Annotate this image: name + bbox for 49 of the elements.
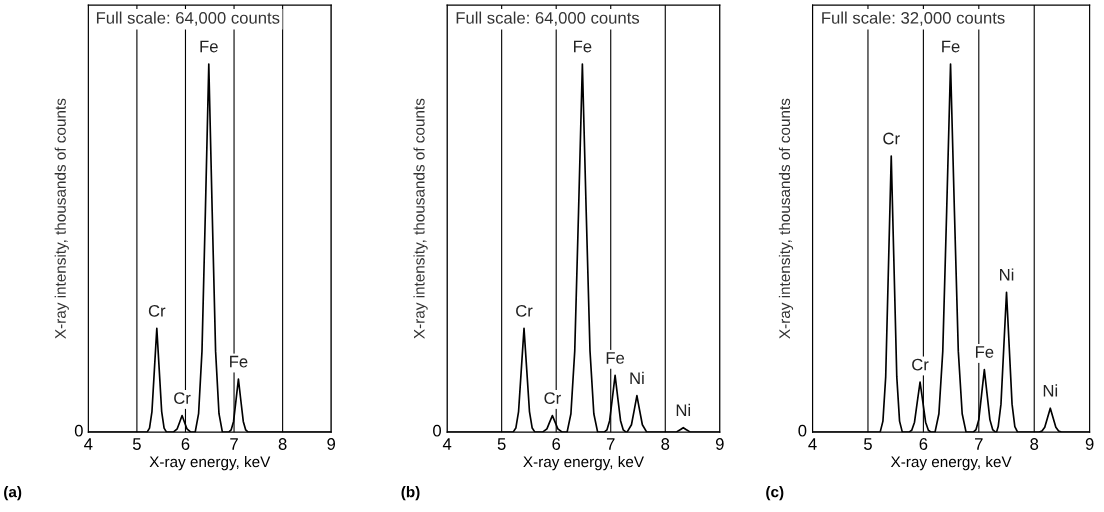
x-axis-title: X-ray energy, keV bbox=[149, 456, 271, 471]
x-tick-label: 4 bbox=[442, 438, 452, 450]
x-tick-label: 7 bbox=[975, 438, 983, 450]
x-tick-label: 8 bbox=[1030, 438, 1039, 450]
annotation: Cr bbox=[544, 392, 561, 404]
y-axis-title: X-ray intensity, thousands of counts bbox=[54, 98, 69, 339]
text: Full scale: 32,000 counts bbox=[822, 11, 1005, 26]
annotation: Cr bbox=[883, 132, 900, 145]
x-tick-label: 5 bbox=[864, 438, 872, 450]
x-tick-label: 4 bbox=[84, 438, 93, 450]
x-tick-label: 5 bbox=[132, 438, 141, 450]
annotation: Ni bbox=[1043, 384, 1058, 397]
text: (a) bbox=[4, 486, 22, 501]
x-tick-label: 6 bbox=[919, 438, 928, 450]
annotation: Fe bbox=[942, 40, 960, 53]
y-axis-title: X-ray intensity, thousands of counts bbox=[778, 98, 794, 339]
text: 0 bbox=[74, 424, 83, 437]
annotation: Fe bbox=[230, 355, 248, 368]
annotation: Fe bbox=[200, 40, 218, 53]
annotation: Ni bbox=[1000, 268, 1014, 281]
x-tick-label: 6 bbox=[181, 438, 190, 450]
annotation: Cr bbox=[148, 304, 166, 317]
x-tick-label: 8 bbox=[278, 438, 287, 450]
x-tick-label: 9 bbox=[1085, 438, 1094, 450]
x-tick-label: 7 bbox=[230, 438, 238, 450]
text: Full scale: 64,000 counts bbox=[96, 11, 280, 26]
text: Full scale: 64,000 counts bbox=[456, 11, 640, 26]
text: 0 bbox=[433, 424, 442, 437]
annotation: Fe bbox=[975, 346, 994, 358]
annotation: Cr bbox=[516, 304, 533, 317]
x-tick-label: 7 bbox=[606, 438, 615, 450]
x-axis-title: X-ray energy, keV bbox=[890, 456, 1012, 471]
annotation: Fe bbox=[606, 352, 625, 364]
x-tick-label: 5 bbox=[497, 438, 506, 450]
text: (c) bbox=[766, 486, 784, 501]
x-tick-label: 4 bbox=[808, 438, 817, 450]
x-tick-label: 9 bbox=[327, 438, 336, 450]
annotation: Ni bbox=[630, 371, 644, 384]
annotation: Cr bbox=[174, 392, 191, 404]
annotation: Cr bbox=[912, 358, 929, 371]
x-tick-label: 8 bbox=[661, 438, 670, 450]
x-tick-label: 9 bbox=[715, 438, 724, 450]
annotation: Ni bbox=[676, 403, 691, 416]
y-axis-title: X-ray intensity, thousands of counts bbox=[413, 98, 428, 339]
text: (b) bbox=[401, 486, 420, 501]
x-axis-title: X-ray energy, keV bbox=[523, 456, 644, 471]
annotation: Fe bbox=[574, 40, 592, 53]
x-tick-label: 6 bbox=[552, 438, 561, 450]
text: 0 bbox=[798, 424, 807, 437]
